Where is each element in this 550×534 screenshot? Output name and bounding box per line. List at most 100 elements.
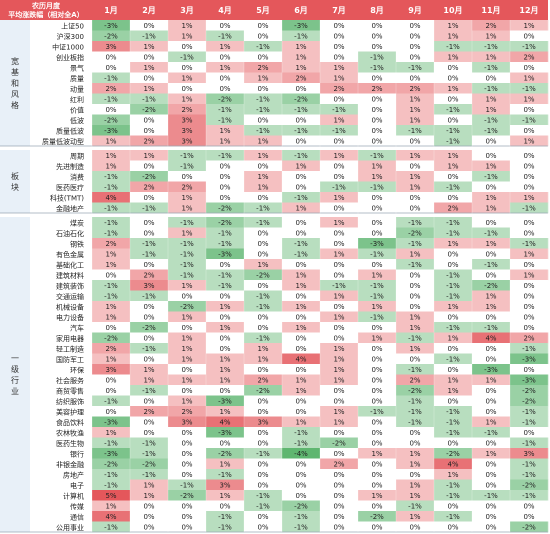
cell-value: 1% [181, 397, 192, 405]
cell-value: 0% [219, 502, 230, 510]
heat-cell [282, 427, 321, 438]
cell-value: -2% [218, 219, 232, 227]
cell-value: 0% [257, 471, 268, 479]
cell-value: 0% [143, 429, 154, 437]
heat-cell [206, 458, 245, 470]
cell-value: 1% [523, 95, 534, 103]
heat-cell [510, 353, 549, 365]
heat-cell [358, 150, 397, 161]
cell-value: 1% [181, 194, 192, 202]
heat-cell [358, 406, 397, 417]
cell-value: 0% [257, 313, 268, 321]
cell-value: 2% [523, 53, 534, 61]
cell-value: 0% [485, 513, 496, 521]
heat-cell [510, 448, 549, 459]
heat-cell [244, 385, 283, 396]
row-label: 科技(TMT) [50, 193, 84, 202]
cell-value: 5% [105, 492, 116, 500]
cell-value: 0% [371, 95, 382, 103]
heat-cell [472, 490, 511, 501]
heat-cell [472, 62, 511, 73]
group-label-char: 板 [11, 171, 19, 181]
cell-value: 0% [257, 22, 268, 30]
row-label: 汽车 [70, 323, 84, 332]
heat-cell [130, 500, 169, 512]
cell-value: -3% [104, 450, 118, 458]
cell-value: -1% [408, 64, 422, 72]
cell-value: -3% [218, 397, 232, 405]
cell-value: -1% [370, 53, 384, 61]
row-label: 银行 [70, 449, 84, 458]
heat-cell [396, 448, 435, 459]
heat-cell [244, 311, 283, 323]
heat-cell [168, 437, 207, 449]
cell-value: 1% [409, 324, 420, 332]
cell-value: -1% [294, 152, 308, 160]
cell-value: 0% [485, 152, 496, 160]
cell-value: 0% [523, 313, 534, 321]
row-label: 美容护理 [56, 407, 84, 416]
cell-value: 0% [371, 204, 382, 212]
heat-cell [510, 238, 549, 249]
cell-value: 1% [485, 53, 496, 61]
cell-value: 0% [333, 32, 344, 40]
heat-cell [396, 343, 435, 354]
month-header: 7月 [332, 6, 346, 15]
cell-value: 1% [447, 376, 458, 384]
heat-cell [320, 104, 359, 115]
cell-value: 0% [295, 397, 306, 405]
cell-value: -1% [484, 127, 498, 135]
heat-cell [358, 202, 397, 214]
heat-cell [472, 301, 511, 312]
cell-value: 1% [409, 345, 420, 353]
cell-value: 0% [371, 429, 382, 437]
heat-cell [92, 280, 131, 291]
cell-value: -1% [446, 137, 460, 145]
heat-cell [358, 125, 397, 136]
heat-cell [244, 269, 283, 281]
cell-value: 1% [257, 173, 268, 181]
cell-value: 0% [181, 85, 192, 93]
heat-cell [244, 41, 283, 52]
heat-cell [206, 238, 245, 249]
heat-cell [244, 500, 283, 512]
heat-cell [510, 41, 549, 52]
heat-cell [434, 448, 473, 459]
heat-cell [168, 202, 207, 214]
heat-cell [396, 479, 435, 491]
cell-value: 0% [447, 397, 458, 405]
heat-cell [168, 150, 207, 161]
heat-cell [510, 269, 549, 281]
cell-value: 0% [295, 261, 306, 269]
heat-cell [472, 217, 511, 228]
heat-cell [510, 490, 549, 501]
heat-cell [472, 248, 511, 260]
cell-value: -1% [180, 261, 194, 269]
heat-cell [510, 374, 549, 386]
heat-cell [130, 30, 169, 42]
heat-cell [282, 311, 321, 323]
heat-cell [282, 332, 321, 344]
row-label: 社会服务 [56, 376, 84, 385]
heat-cell [282, 248, 321, 260]
cell-value: 0% [181, 439, 192, 447]
cell-value: 4% [105, 194, 116, 202]
cell-value: -2% [180, 303, 194, 311]
cell-value: 1% [105, 152, 116, 160]
cell-value: -1% [522, 460, 536, 468]
cell-value: 0% [257, 162, 268, 170]
cell-value: 0% [371, 387, 382, 395]
cell-value: -1% [294, 523, 308, 531]
cell-value: 1% [295, 387, 306, 395]
row-label: 纺织服饰 [56, 397, 84, 406]
cell-value: 0% [257, 439, 268, 447]
cell-value: 1% [295, 324, 306, 332]
heat-cell [320, 311, 359, 323]
heat-cell [168, 490, 207, 501]
heat-cell [244, 301, 283, 312]
heat-cell [168, 385, 207, 396]
cell-value: -1% [370, 250, 384, 258]
heat-cell [168, 448, 207, 459]
cell-value: 2% [485, 22, 496, 30]
heat-cell [434, 479, 473, 491]
